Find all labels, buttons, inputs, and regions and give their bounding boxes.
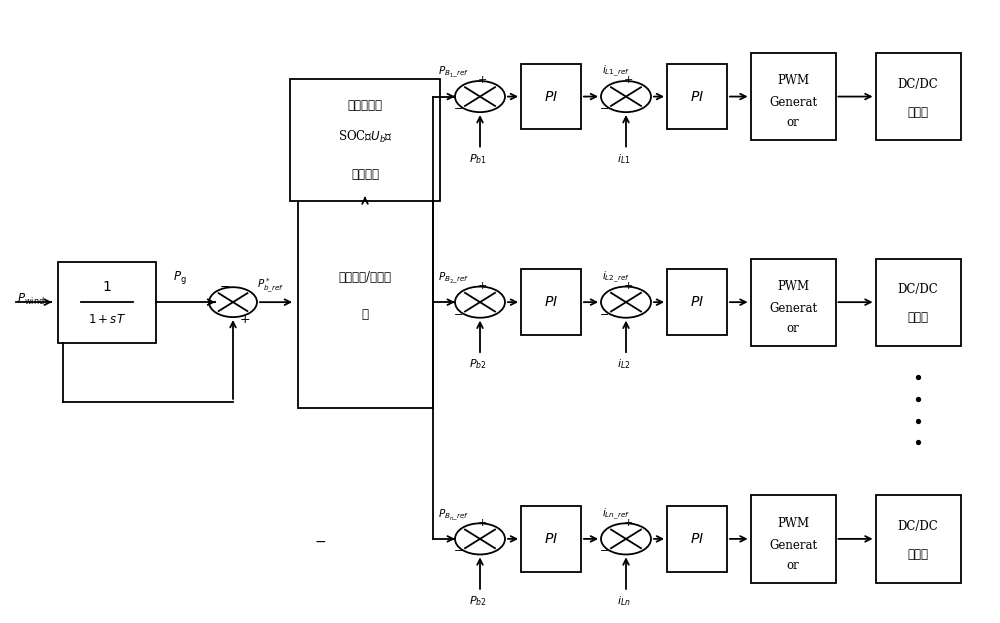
Bar [667,64,727,130]
Bar [290,80,440,201]
Text: $PI$: $PI$ [690,90,704,103]
Text: or: or [787,322,799,335]
Bar [58,262,156,343]
Text: SOC及$U_b$为: SOC及$U_b$为 [338,129,392,145]
Text: $+$: $+$ [477,280,487,291]
Text: $1$: $1$ [102,280,112,293]
Bar [521,269,581,335]
Bar [667,506,727,572]
Bar [521,64,581,130]
Text: $PI$: $PI$ [544,532,558,546]
Text: DC/DC: DC/DC [898,283,938,296]
Text: $-$: $-$ [599,308,609,318]
Text: $+$: $+$ [623,516,633,528]
Text: $i_{Ln}$: $i_{Ln}$ [617,594,631,608]
Text: $i_{L2}$: $i_{L2}$ [617,358,631,371]
Text: 功率限定/功率分: 功率限定/功率分 [338,271,392,283]
Text: 变换器: 变换器 [908,548,928,561]
Text: $P_{B_1\_ref}$: $P_{B_1\_ref}$ [438,65,469,80]
Text: 约束条件: 约束条件 [351,168,379,181]
Text: $P_{b1}$: $P_{b1}$ [469,152,487,166]
Text: $i_{L1}$: $i_{L1}$ [617,152,631,166]
Text: $i_{L2\_ref}$: $i_{L2\_ref}$ [602,270,630,285]
Text: $PI$: $PI$ [544,295,558,309]
Text: $-$: $-$ [453,308,463,318]
Text: $+$: $+$ [623,280,633,291]
Text: $1+sT$: $1+sT$ [88,313,126,326]
Text: Generat: Generat [769,302,817,315]
Text: PWM: PWM [777,280,809,293]
Text: PWM: PWM [777,75,809,87]
Text: 变换器: 变换器 [908,312,928,324]
Text: 配: 配 [362,308,368,321]
Text: $P^*_{b\_ref}$: $P^*_{b\_ref}$ [257,277,284,295]
Text: DC/DC: DC/DC [898,78,938,90]
Text: $-$: $-$ [453,102,463,112]
Text: $P_{\rm g}$: $P_{\rm g}$ [173,269,187,286]
Text: $PI$: $PI$ [544,90,558,103]
Text: $+$: $+$ [477,74,487,85]
Text: $P_{b2}$: $P_{b2}$ [469,594,487,608]
Text: $P_{\rm wind}$: $P_{\rm wind}$ [17,292,45,307]
Text: 以每组电池: 以每组电池 [348,100,382,112]
Text: $P_{B_n\_ref}$: $P_{B_n\_ref}$ [438,508,469,523]
Text: Generat: Generat [769,97,817,109]
Text: $-$: $-$ [599,102,609,112]
Text: $-$: $-$ [219,280,231,292]
Bar [667,269,727,335]
Text: $+$: $+$ [239,313,251,326]
Text: DC/DC: DC/DC [898,520,938,533]
Text: $P_{B_2\_ref}$: $P_{B_2\_ref}$ [438,271,469,286]
Bar [521,506,581,572]
Text: $+$: $+$ [623,74,633,85]
Bar [876,495,960,583]
Text: Generat: Generat [769,539,817,551]
Text: $P_{b2}$: $P_{b2}$ [469,358,487,371]
Bar [298,196,432,408]
Bar [876,53,960,140]
Text: or: or [787,117,799,129]
Bar [876,259,960,346]
Text: $i_{L1\_ref}$: $i_{L1\_ref}$ [602,64,630,79]
Text: $i_{Ln\_ref}$: $i_{Ln\_ref}$ [602,506,630,521]
Text: $-$: $-$ [453,545,463,554]
Text: $-$: $-$ [314,534,326,548]
Text: $+$: $+$ [477,516,487,528]
Text: $-$: $-$ [599,545,609,554]
Text: or: or [787,559,799,571]
Text: $PI$: $PI$ [690,295,704,309]
Bar [750,53,836,140]
Text: PWM: PWM [777,517,809,530]
Bar [750,259,836,346]
Bar [750,495,836,583]
Text: 变换器: 变换器 [908,106,928,118]
Text: $PI$: $PI$ [690,532,704,546]
